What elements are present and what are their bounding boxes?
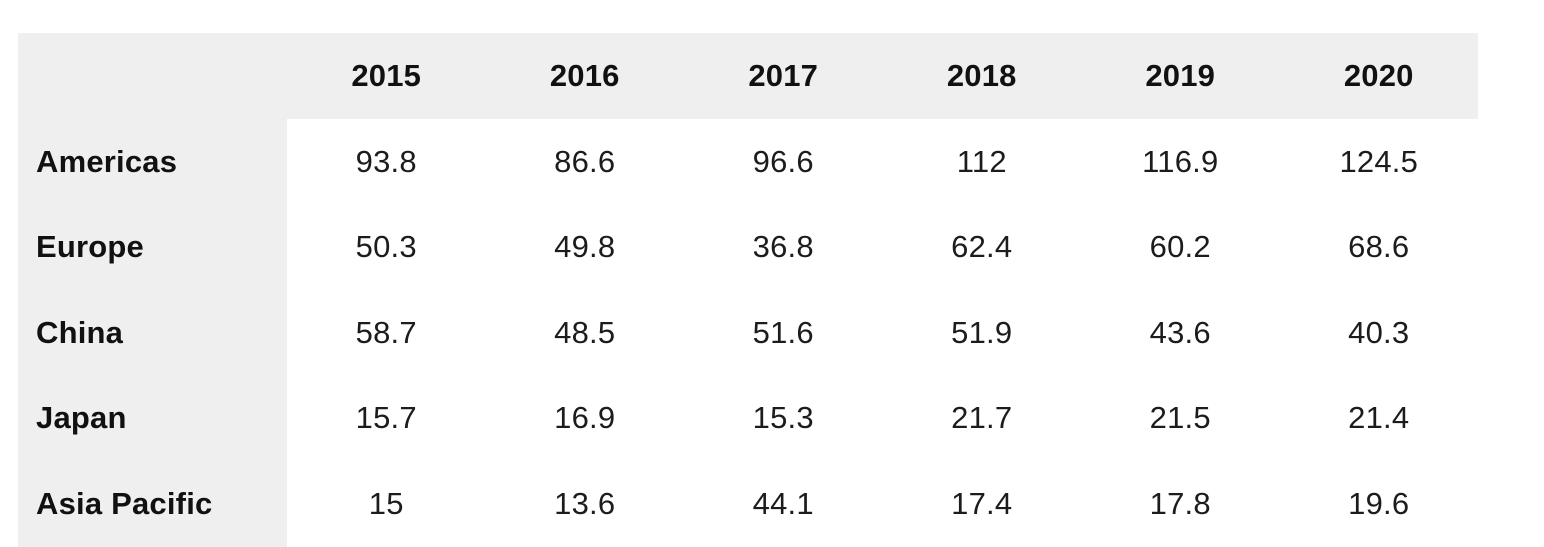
table-cell: 21.7: [951, 400, 1013, 436]
table-cell: 17.4: [951, 485, 1013, 521]
table-cell: 13.6: [554, 485, 616, 521]
row-label-americas: Americas: [18, 119, 287, 205]
table-cell: 48.5: [554, 314, 616, 350]
table-cell: 116.9: [1142, 143, 1219, 179]
table-cell: 60.2: [1149, 229, 1211, 265]
column-header-2020: 2020: [1279, 33, 1478, 119]
table-cell: 40.3: [1348, 314, 1410, 350]
column-header-2017: 2017: [684, 33, 883, 119]
table-cell: 124.5: [1339, 143, 1419, 179]
row-label-japan: Japan: [18, 375, 287, 461]
table-cell: 21.5: [1149, 400, 1211, 436]
row-label-china: China: [18, 290, 287, 376]
table-cell: 93.8: [355, 143, 417, 179]
column-header-2016: 2016: [485, 33, 684, 119]
table-cell: 51.9: [951, 314, 1013, 350]
table-cell: 112: [956, 143, 1007, 179]
table-cell: 86.6: [554, 143, 616, 179]
table-cell: 16.9: [554, 400, 616, 436]
table-cell: 15: [368, 485, 404, 521]
table-header-row: 2015 2016 2017 2018 2019 2020: [18, 33, 1478, 119]
table-cell: 19.6: [1348, 485, 1410, 521]
table-cell: 15.7: [355, 400, 417, 436]
table-cell: 15.3: [752, 400, 814, 436]
table-row-americas: Americas 93.8 86.6 96.6 112 116.9 124.5: [18, 119, 1478, 205]
table-cell: 96.6: [752, 143, 814, 179]
table-cell: 50.3: [355, 229, 417, 265]
table-cell: 62.4: [951, 229, 1013, 265]
table-cell: 68.6: [1348, 229, 1410, 265]
table-row-europe: Europe 50.3 49.8 36.8 62.4 60.2 68.6: [18, 204, 1478, 290]
table-cell: 51.6: [752, 314, 814, 350]
table-cell: 43.6: [1149, 314, 1211, 350]
table-cell: 21.4: [1348, 400, 1410, 436]
table-row-japan: Japan 15.7 16.9 15.3 21.7 21.5 21.4: [18, 375, 1478, 461]
table-cell: 17.8: [1149, 485, 1211, 521]
table-cell: 58.7: [355, 314, 417, 350]
table-row-china: China 58.7 48.5 51.6 51.9 43.6 40.3: [18, 290, 1478, 376]
column-header-2018: 2018: [882, 33, 1081, 119]
table-cell: 36.8: [752, 229, 814, 265]
column-header-2015: 2015: [287, 33, 486, 119]
table-cell: 44.1: [752, 485, 814, 521]
row-label-asia-pacific: Asia Pacific: [18, 461, 287, 547]
table-cell: 49.8: [554, 229, 616, 265]
regions-by-year-table: 2015 2016 2017 2018 2019 2020 Americas 9…: [18, 33, 1478, 547]
row-label-europe: Europe: [18, 204, 287, 290]
corner-cell: [18, 33, 287, 119]
column-header-2019: 2019: [1081, 33, 1280, 119]
table-row-asia-pacific: Asia Pacific 15 13.6 44.1 17.4 17.8 19.6: [18, 461, 1478, 547]
